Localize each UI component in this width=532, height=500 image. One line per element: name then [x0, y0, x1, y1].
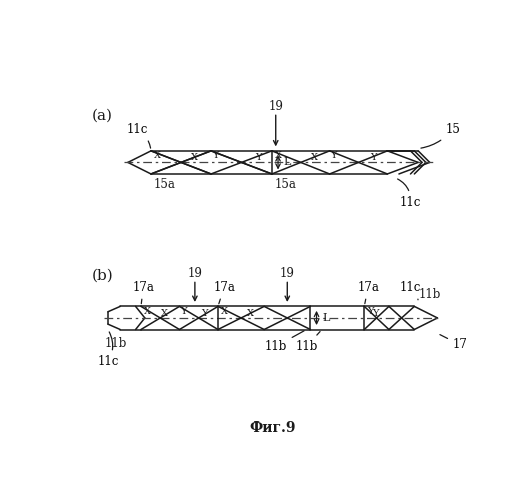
- Text: Y: Y: [180, 308, 187, 316]
- Text: Y: Y: [367, 308, 373, 316]
- Text: Фиг.9: Фиг.9: [250, 421, 296, 435]
- Text: 19: 19: [187, 267, 202, 280]
- Text: 11b: 11b: [295, 332, 320, 353]
- Text: Y: Y: [370, 154, 377, 162]
- Text: L: L: [322, 313, 329, 323]
- Text: 11b: 11b: [419, 288, 441, 302]
- Text: X: X: [161, 309, 168, 318]
- Text: 17: 17: [440, 334, 468, 351]
- Text: 11c: 11c: [97, 332, 119, 368]
- Text: 15a: 15a: [154, 178, 176, 191]
- Text: Y: Y: [330, 151, 337, 160]
- Text: (a): (a): [92, 108, 113, 122]
- Text: 19: 19: [280, 267, 295, 280]
- Text: (b): (b): [92, 268, 113, 282]
- Text: X: X: [190, 154, 197, 162]
- Text: 11c: 11c: [397, 179, 421, 209]
- Text: X: X: [144, 308, 151, 316]
- Text: 17a: 17a: [357, 280, 379, 303]
- Text: 15: 15: [421, 123, 460, 148]
- Text: X: X: [221, 308, 228, 316]
- Text: 17a: 17a: [132, 280, 154, 303]
- Text: X: X: [154, 151, 161, 160]
- Text: 19: 19: [268, 100, 283, 112]
- Text: Y: Y: [201, 309, 207, 318]
- Text: X: X: [311, 154, 318, 162]
- Text: L: L: [284, 158, 291, 168]
- Text: Y: Y: [372, 309, 378, 318]
- Text: 17a: 17a: [213, 280, 235, 304]
- Text: 15a: 15a: [275, 178, 297, 191]
- Text: 11c: 11c: [400, 280, 421, 300]
- Text: Y: Y: [212, 151, 218, 160]
- Text: 11b: 11b: [104, 337, 127, 350]
- Text: X: X: [247, 309, 254, 318]
- Text: Y: Y: [255, 154, 261, 162]
- Text: X: X: [275, 151, 281, 160]
- Text: 11b: 11b: [264, 331, 304, 353]
- Text: 11c: 11c: [127, 123, 151, 148]
